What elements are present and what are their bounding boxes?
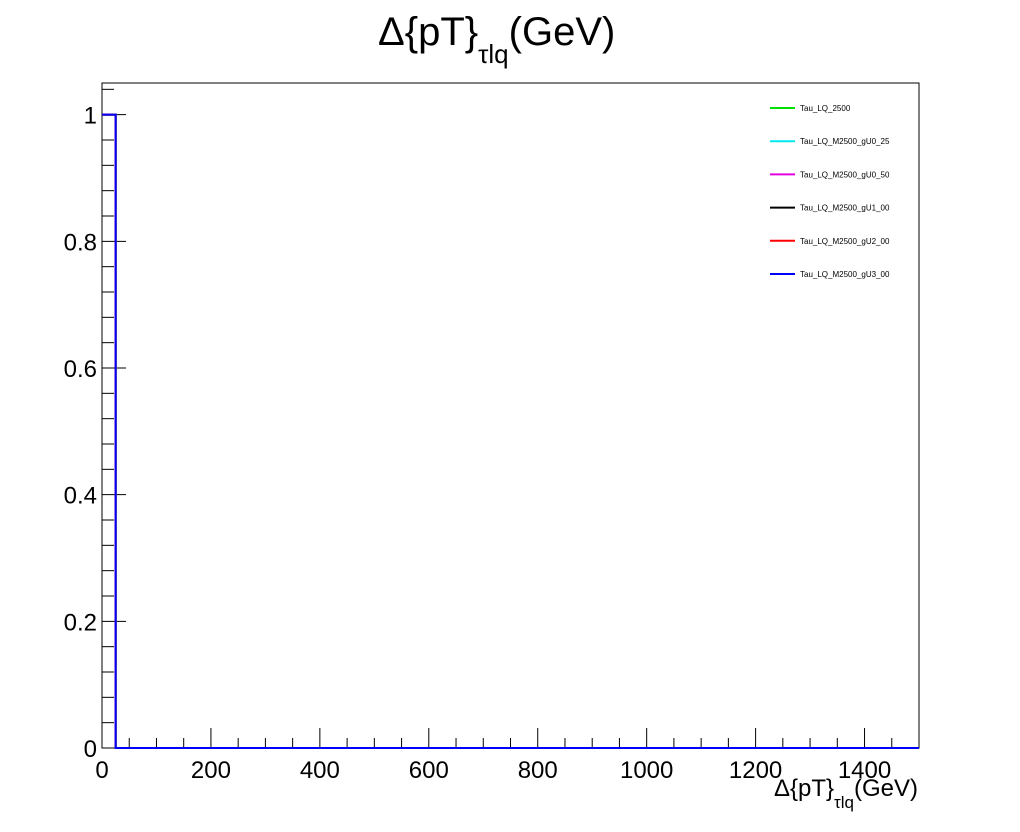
axis-ticks xyxy=(101,88,920,749)
legend-label: Tau_LQ_M2500_gU3_00 xyxy=(800,270,890,279)
y-tick-label: 0 xyxy=(84,736,97,763)
y-tick-label: 0.6 xyxy=(64,356,97,383)
y-tick-label: 0.8 xyxy=(64,229,97,256)
chart-title-sub: τlq xyxy=(478,39,509,69)
legend-label: Tau_LQ_2500 xyxy=(800,104,851,113)
x-tick-label: 1400 xyxy=(838,757,891,784)
series-line xyxy=(102,113,919,749)
y-tick-labels: 0 0.2 0.4 0.6 0.8 1 xyxy=(64,103,97,763)
x-tick-labels: 0 200 400 600 800 1000 1200 1400 xyxy=(95,757,891,784)
x-tick-label: 0 xyxy=(95,757,108,784)
x-axis-label-sub: τlq xyxy=(834,793,854,812)
series-line xyxy=(102,113,919,749)
y-tick-label: 0.4 xyxy=(64,483,97,510)
x-tick-label: 400 xyxy=(300,757,340,784)
legend: Tau_LQ_2500 Tau_LQ_M2500_gU0_25 Tau_LQ_M25… xyxy=(770,104,890,279)
series-line xyxy=(102,113,919,749)
legend-label: Tau_LQ_M2500_gU0_25 xyxy=(800,137,890,146)
legend-label: Tau_LQ_M2500_gU2_00 xyxy=(800,237,890,246)
x-tick-label: 600 xyxy=(409,757,449,784)
x-tick-label: 800 xyxy=(518,757,558,784)
chart-title-suffix: (GeV) xyxy=(509,10,616,54)
x-tick-label: 1000 xyxy=(620,757,673,784)
x-tick-label: 1200 xyxy=(729,757,782,784)
series-line xyxy=(102,113,919,749)
x-axis-label-suffix: (GeV) xyxy=(854,775,918,802)
y-tick-label: 0.2 xyxy=(64,609,97,636)
chart-title: Δ{pT}τlq(GeV) xyxy=(378,10,615,69)
legend-label: Tau_LQ_M2500_gU1_00 xyxy=(800,204,890,213)
x-axis-label-main: Δ{pT} xyxy=(774,775,834,802)
chart-title-main: Δ{pT} xyxy=(378,10,478,54)
legend-label: Tau_LQ_M2500_gU0_50 xyxy=(800,170,890,179)
series-lines xyxy=(102,113,919,749)
series-line xyxy=(102,113,919,749)
plot-frame xyxy=(101,82,920,749)
series-line xyxy=(102,113,919,749)
x-axis-label: Δ{pT}τlq(GeV) xyxy=(774,775,918,812)
y-tick-label: 1 xyxy=(84,103,97,130)
x-tick-label: 200 xyxy=(191,757,231,784)
